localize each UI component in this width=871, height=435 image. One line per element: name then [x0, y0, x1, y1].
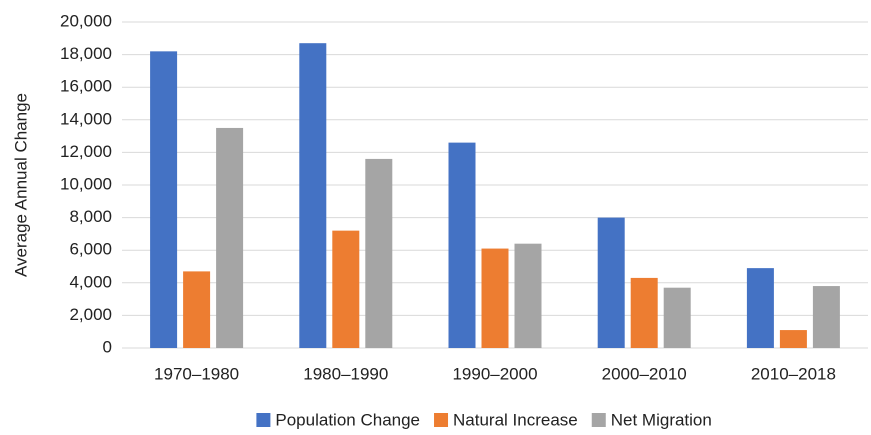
- y-tick-label: 16,000: [60, 77, 112, 96]
- x-tick-label: 1980–1990: [303, 364, 388, 383]
- y-tick-label: 2,000: [69, 305, 112, 324]
- legend-swatch: [256, 413, 271, 427]
- y-tick-label: 10,000: [60, 174, 112, 193]
- x-tick-label: 2000–2010: [602, 364, 687, 383]
- bar: [183, 271, 211, 348]
- bar: [216, 127, 244, 348]
- bar: [448, 142, 476, 348]
- x-tick-label: 2010–2018: [751, 364, 836, 383]
- legend-label: Net Migration: [611, 410, 712, 429]
- y-tick-label: 6,000: [69, 240, 112, 259]
- y-tick-label: 8,000: [69, 207, 112, 226]
- bar: [597, 217, 625, 348]
- y-tick-label: 18,000: [60, 44, 112, 63]
- bar: [663, 287, 691, 348]
- x-tick-label: 1990–2000: [452, 364, 537, 383]
- bar: [779, 330, 807, 348]
- y-tick-label: 4,000: [69, 272, 112, 291]
- bar: [481, 248, 509, 348]
- bar: [365, 158, 393, 348]
- bar: [812, 286, 840, 348]
- bar: [332, 230, 360, 348]
- y-tick-label: 14,000: [60, 109, 112, 128]
- y-tick-label: 20,000: [60, 11, 112, 30]
- bar: [514, 243, 542, 348]
- y-tick-label: 12,000: [60, 142, 112, 161]
- legend-swatch: [591, 413, 606, 427]
- bar: [746, 268, 774, 348]
- legend-label: Population Change: [275, 410, 420, 429]
- x-tick-label: 1970–1980: [154, 364, 239, 383]
- bar: [299, 43, 327, 348]
- legend-label: Natural Increase: [453, 410, 578, 429]
- bar: [630, 277, 658, 348]
- legend-swatch: [434, 413, 449, 427]
- bar: [150, 51, 178, 349]
- y-axis-label: Average Annual Change: [11, 93, 30, 277]
- y-tick-label: 0: [103, 337, 112, 356]
